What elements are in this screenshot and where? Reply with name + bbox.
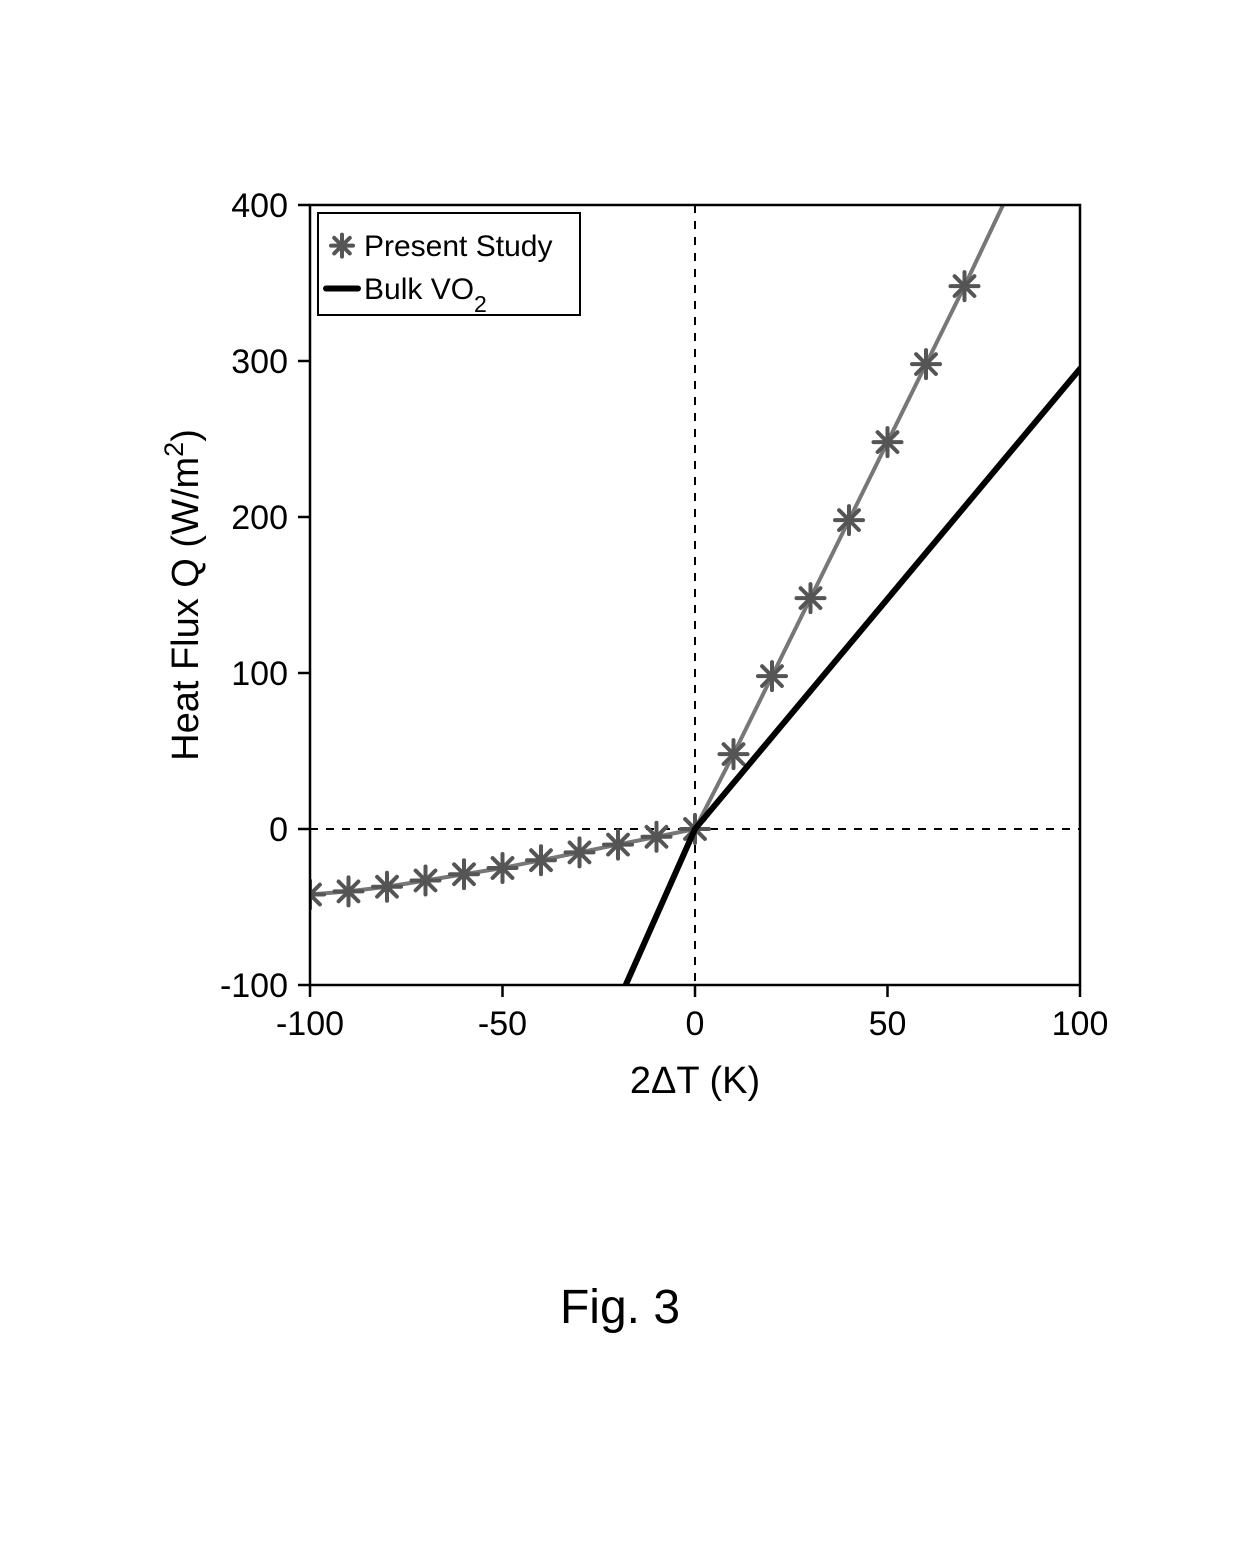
svg-text:100: 100 bbox=[231, 655, 288, 693]
svg-text:-100: -100 bbox=[220, 967, 288, 1005]
svg-text:Heat Flux Q (W/m2): Heat Flux Q (W/m2) bbox=[159, 429, 207, 761]
svg-text:-100: -100 bbox=[276, 1005, 344, 1043]
svg-text:0: 0 bbox=[269, 811, 288, 849]
svg-text:-50: -50 bbox=[478, 1005, 527, 1043]
svg-text:0: 0 bbox=[686, 1005, 705, 1043]
svg-text:Present Study: Present Study bbox=[364, 230, 552, 263]
page: -100 -50 0 50 100 -100 0 100 200 300 400 2ΔT (K) Hea… bbox=[0, 0, 1240, 1567]
svg-text:300: 300 bbox=[231, 343, 288, 381]
svg-text:2ΔT (K): 2ΔT (K) bbox=[630, 1060, 760, 1102]
chart-container: -100 -50 0 50 100 -100 0 100 200 300 400 2ΔT (K) Hea… bbox=[120, 150, 1120, 1155]
svg-text:50: 50 bbox=[869, 1005, 907, 1043]
svg-text:200: 200 bbox=[231, 499, 288, 537]
svg-text:400: 400 bbox=[231, 187, 288, 225]
svg-text:100: 100 bbox=[1052, 1005, 1109, 1043]
figure-caption: Fig. 3 bbox=[0, 1280, 1240, 1335]
heat-flux-chart: -100 -50 0 50 100 -100 0 100 200 300 400 2ΔT (K) Hea… bbox=[120, 150, 1120, 1150]
